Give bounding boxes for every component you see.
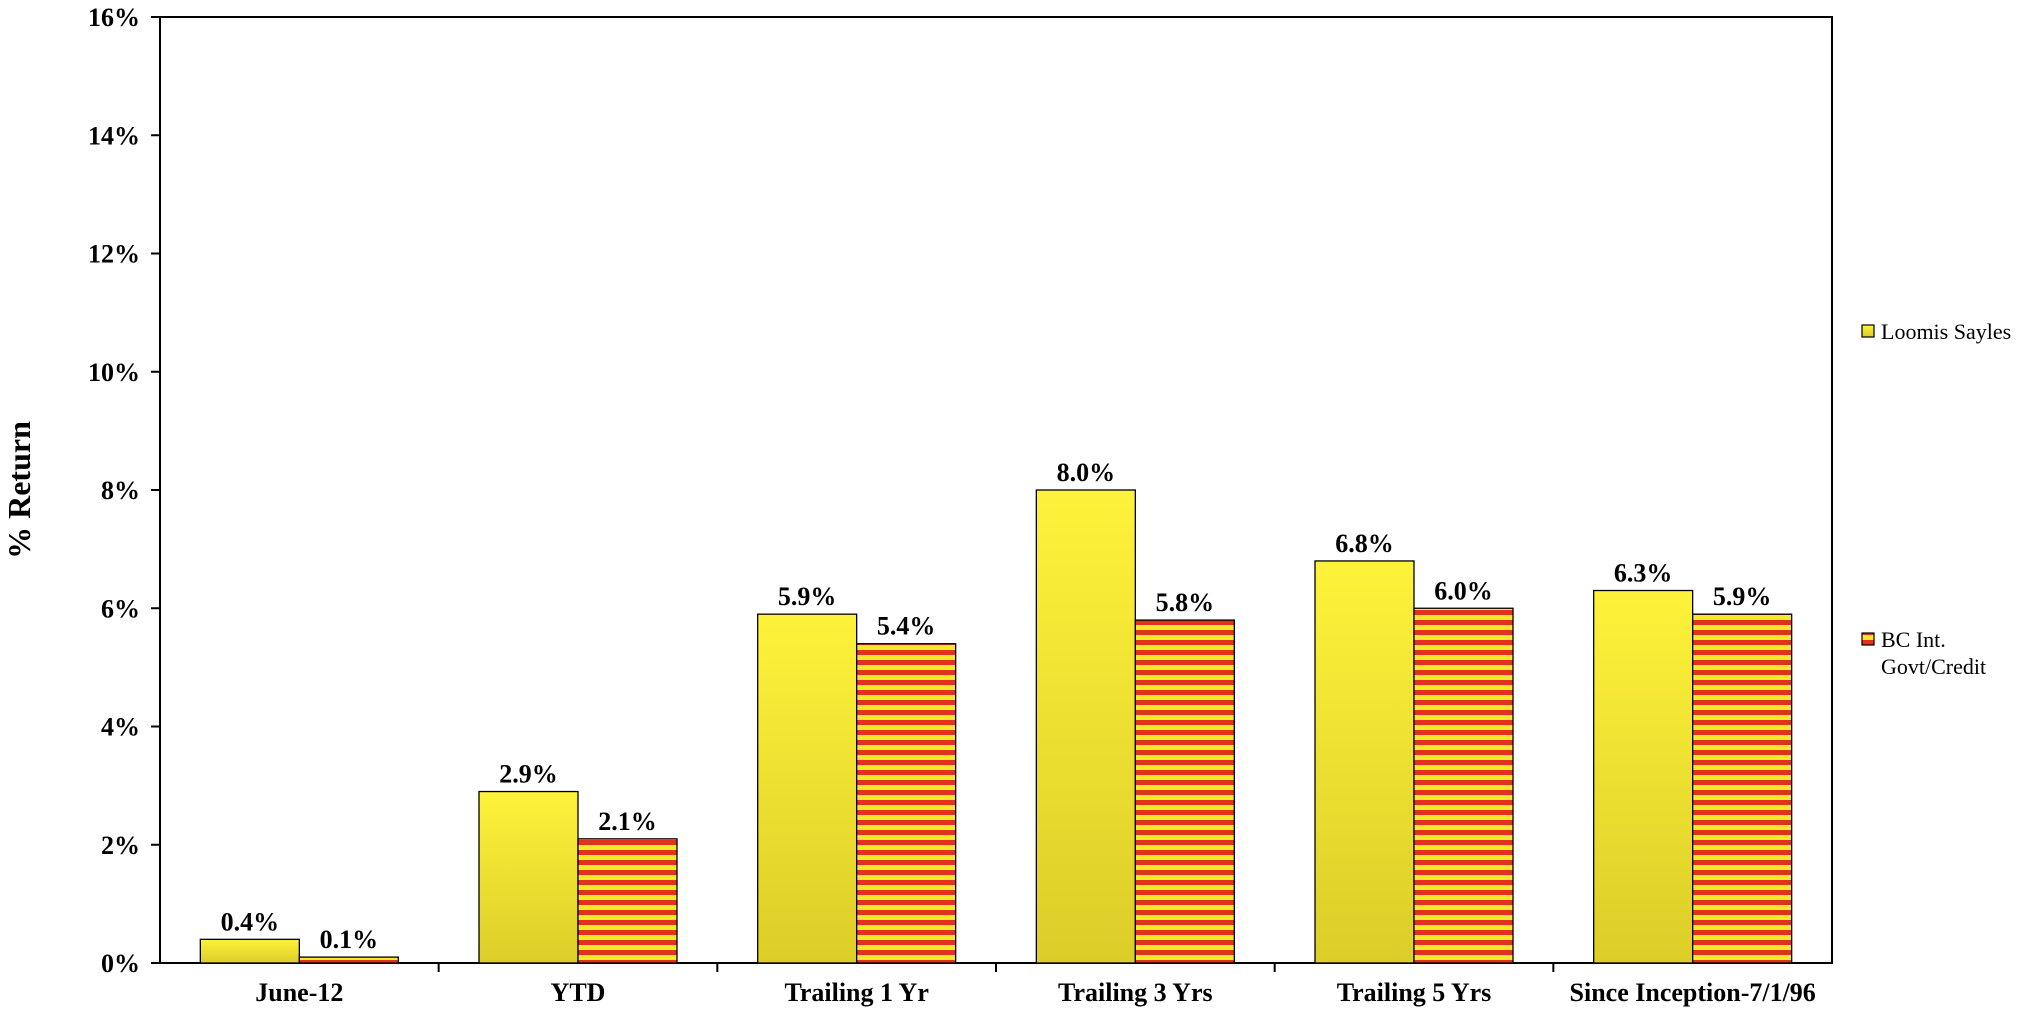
y-tick-label: 4%: [101, 713, 140, 742]
data-label: 2.9%: [499, 760, 558, 789]
bar-loomis-sayles: [757, 613, 858, 964]
legend-label: Loomis Sayles: [1881, 319, 2011, 344]
bar-bc-int-govt-credit: [1134, 619, 1235, 964]
legend: Loomis Sayles BC Int.Govt/Credit: [1861, 319, 2011, 679]
axes: 0% 2% 4% 6% 8% 10% 12% 14% 16% % Return June-12 YTD…: [1, 3, 1833, 1007]
bars: [199, 489, 1793, 964]
data-label: 5.9%: [778, 582, 837, 611]
data-label: 6.3%: [1614, 559, 1673, 588]
bar-bc-int-govt-credit: [1692, 613, 1793, 964]
bar-bc-int-govt-credit: [856, 643, 957, 964]
bar-loomis-sayles: [1593, 589, 1694, 964]
data-label: 5.9%: [1713, 582, 1772, 611]
y-tick-label: 8%: [101, 476, 140, 505]
data-label: 0.4%: [221, 907, 280, 936]
y-tick-label: 2%: [101, 831, 140, 860]
bar-loomis-sayles: [1314, 560, 1415, 964]
legend-swatch-loomis-sayles: [1861, 324, 1875, 338]
plot-frame: [159, 16, 1833, 964]
y-tick-label: 12%: [88, 240, 140, 269]
data-label: 6.8%: [1335, 529, 1394, 558]
data-label: 0.1%: [320, 925, 379, 954]
x-category-label: YTD: [551, 978, 606, 1007]
x-category-label: June-12: [255, 978, 343, 1007]
data-label: 5.8%: [1156, 588, 1215, 617]
y-tick-label: 6%: [101, 594, 140, 623]
y-tick-label: 14%: [88, 121, 140, 150]
legend-swatch-bc-int-govt-credit: [1861, 632, 1875, 646]
legend-label: Govt/Credit: [1881, 654, 1986, 679]
bar-loomis-sayles: [478, 790, 579, 964]
bar-bc-int-govt-credit: [577, 838, 678, 964]
y-tick-label: 16%: [88, 3, 140, 32]
x-category-label: Trailing 1 Yr: [784, 978, 928, 1007]
x-category-label: Since Inception-7/1/96: [1570, 978, 1816, 1007]
legend-label: BC Int.: [1881, 627, 1946, 652]
data-label: 2.1%: [598, 807, 657, 836]
data-label: 5.4%: [877, 612, 936, 641]
bar-bc-int-govt-credit: [1413, 607, 1514, 964]
bar-loomis-sayles: [199, 938, 300, 964]
x-category-label: Trailing 3 Yrs: [1058, 978, 1213, 1007]
y-axis-title: % Return: [1, 421, 37, 559]
y-tick-label: 0%: [101, 949, 140, 978]
data-label: 8.0%: [1057, 458, 1116, 487]
y-tick-label: 10%: [88, 358, 140, 387]
bar-bc-int-govt-credit: [298, 956, 399, 964]
data-labels: 0.4% 0.1% 2.9% 2.1% 5.9% 5.4% 8.0% 5.8% 6.8% 6.0%…: [221, 458, 1772, 954]
bar-loomis-sayles: [1035, 489, 1136, 964]
x-category-label: Trailing 5 Yrs: [1337, 978, 1492, 1007]
data-label: 6.0%: [1434, 576, 1493, 605]
